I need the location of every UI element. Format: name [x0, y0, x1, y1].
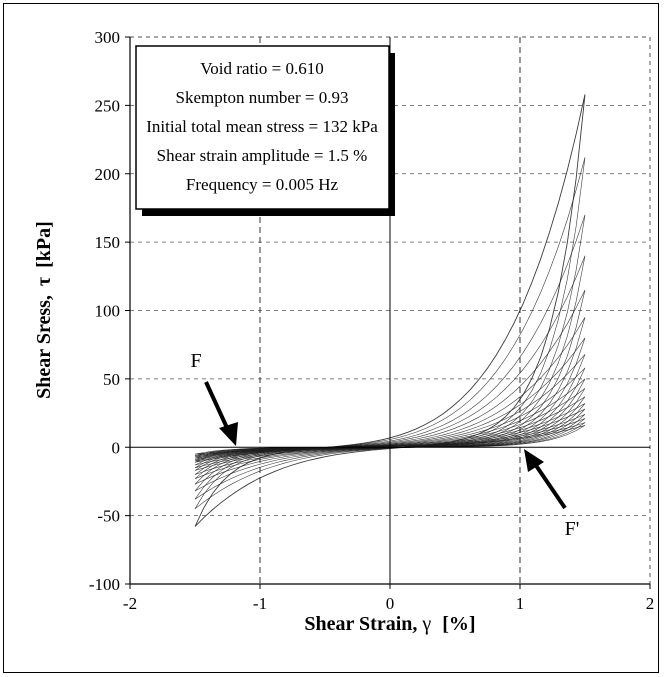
y-tick-label-4: 100 — [95, 302, 121, 321]
info-skempton: Skempton number = 0.93 — [176, 88, 349, 107]
x-axis-label-symbol: γ — [421, 613, 431, 635]
info-frequency: Frequency = 0.005 Hz — [186, 175, 339, 194]
y-tick-label-3: 50 — [103, 370, 120, 389]
tick-labels: -100 -50 0 50 100 150 200 250 300 -2 -1 0 1 2 — [89, 28, 654, 613]
y-axis-label: Shear Sress, τ [kPa] — [33, 221, 55, 399]
y-tick-label-6: 200 — [95, 165, 121, 184]
y-tick-label-1: -50 — [97, 507, 120, 526]
x-tick-label-1: -1 — [253, 594, 267, 613]
y-tick-label-8: 300 — [95, 28, 121, 47]
x-tick-label-2: 0 — [386, 594, 395, 613]
y-tick-label-5: 150 — [95, 233, 121, 252]
x-axis-label-unit: [%] — [442, 613, 475, 635]
annotation-f: F — [190, 350, 201, 372]
y-axis-label-symbol: τ — [33, 277, 55, 286]
info-strain-amplitude: Shear strain amplitude = 1.5 % — [157, 146, 368, 165]
annotation-f-prime-arrowhead — [524, 449, 544, 472]
y-axis-label-text: Shear Sress, — [33, 295, 55, 399]
info-mean-stress: Initial total mean stress = 132 kPa — [146, 117, 378, 136]
x-axis-label-text: Shear Strain, — [304, 613, 417, 635]
annotation-f-arrow — [204, 381, 230, 431]
y-tick-label-0: -100 — [89, 575, 120, 594]
annotation-f-prime-arrow — [533, 462, 567, 510]
x-tick-label-4: 2 — [646, 594, 655, 613]
info-void-ratio: Void ratio = 0.610 — [200, 59, 324, 78]
x-tick-label-3: 1 — [516, 594, 525, 613]
y-axis-label-unit: [kPa] — [33, 221, 55, 268]
annotation-f-prime: F' — [565, 518, 580, 540]
y-tick-label-7: 250 — [95, 96, 121, 115]
axes — [125, 36, 651, 589]
x-axis-label: Shear Strain, γ [%] — [304, 613, 475, 635]
x-tick-label-0: -2 — [123, 594, 137, 613]
y-tick-label-2: 0 — [112, 438, 121, 457]
info-box — [135, 45, 390, 210]
chart-frame — [3, 3, 659, 673]
annotation-f-arrowhead — [219, 422, 238, 446]
